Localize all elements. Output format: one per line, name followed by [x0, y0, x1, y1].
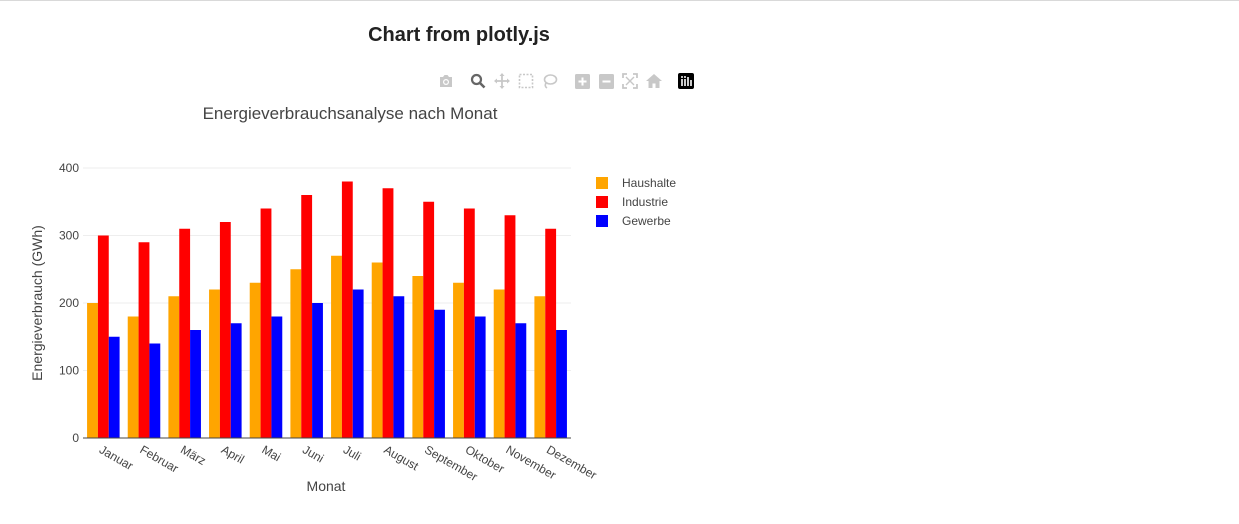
legend: Haushalte Industrie Gewerbe — [596, 176, 676, 228]
bar-industrie-4[interactable] — [219, 222, 231, 438]
grid-lines — [83, 167, 571, 371]
bar-haushalte-8[interactable] — [371, 262, 383, 439]
bar-haushalte-7[interactable] — [331, 255, 342, 438]
bar-industrie-1[interactable] — [97, 235, 109, 439]
legend-label[interactable]: Gewerbe — [622, 214, 671, 228]
box-select-icon[interactable] — [516, 71, 536, 91]
bar-industrie-6[interactable] — [301, 195, 313, 438]
y-tick-label: 200 — [59, 296, 79, 310]
bar-haushalte-12[interactable] — [534, 296, 546, 438]
top-divider — [0, 0, 1239, 1]
bar-gewerbe-10[interactable] — [474, 316, 486, 439]
y-tick-label: 400 — [59, 161, 79, 175]
bar-haushalte-9[interactable] — [412, 276, 424, 438]
bar-gewerbe-7[interactable] — [352, 289, 364, 439]
chart-title: Energieverbrauchsanalyse nach Monat — [203, 104, 498, 123]
legend-swatch[interactable] — [596, 177, 608, 189]
y-tick-label: 100 — [59, 364, 79, 378]
bar-haushalte-11[interactable] — [493, 289, 505, 439]
y-tick-label: 0 — [72, 431, 79, 445]
x-tick-label: Juli — [341, 442, 364, 463]
bar-industrie-12[interactable] — [545, 228, 557, 438]
x-tick-label: Januar — [97, 442, 136, 472]
bar-industrie-11[interactable] — [504, 215, 516, 438]
lasso-icon[interactable] — [540, 71, 560, 91]
x-tick-label: Juni — [300, 442, 326, 465]
x-tick-label: Februar — [138, 442, 181, 475]
bar-gewerbe-4[interactable] — [230, 323, 242, 438]
x-tick-label: März — [178, 442, 208, 467]
bar-gewerbe-9[interactable] — [434, 309, 445, 438]
bar-gewerbe-5[interactable] — [271, 316, 283, 439]
camera-icon[interactable] — [436, 71, 456, 91]
bar-haushalte-5[interactable] — [249, 282, 261, 438]
y-tick-labels: 0 100 200 300 400 — [59, 161, 79, 445]
bar-haushalte-10[interactable] — [453, 282, 464, 438]
home-icon[interactable] — [644, 71, 664, 91]
zoom-in-icon[interactable] — [572, 71, 592, 91]
legend-swatch[interactable] — [596, 196, 608, 208]
bar-haushalte-3[interactable] — [168, 296, 180, 438]
bar-gewerbe-8[interactable] — [393, 296, 405, 438]
bar-gewerbe-2[interactable] — [149, 343, 161, 439]
pan-icon[interactable] — [492, 71, 512, 91]
bar-industrie-3[interactable] — [179, 228, 191, 438]
bar-gewerbe-12[interactable] — [556, 330, 567, 438]
bar-industrie-5[interactable] — [260, 208, 272, 439]
bar-haushalte-4[interactable] — [209, 289, 220, 439]
bar-haushalte-2[interactable] — [127, 316, 139, 439]
bar-industrie-10[interactable] — [463, 208, 475, 439]
zoom-out-icon[interactable] — [596, 71, 616, 91]
bar-industrie-7[interactable] — [341, 181, 353, 439]
bar-industrie-2[interactable] — [138, 242, 150, 438]
bar-gewerbe-1[interactable] — [108, 336, 120, 438]
x-axis-title: Monat — [307, 478, 346, 494]
bars — [87, 181, 567, 439]
bar-gewerbe-3[interactable] — [190, 330, 201, 438]
bar-chart: Energieverbrauchsanalyse nach Monat 0 100… — [29, 104, 676, 494]
x-tick-label: August — [382, 442, 422, 473]
plotly-logo-icon[interactable] — [676, 71, 696, 91]
y-axis-title: Energieverbrauch (GWh) — [29, 225, 45, 381]
zoom-icon[interactable] — [468, 71, 488, 91]
bar-gewerbe-11[interactable] — [515, 323, 527, 438]
bar-industrie-9[interactable] — [423, 201, 435, 438]
bar-haushalte-6[interactable] — [290, 269, 302, 438]
bar-haushalte-1[interactable] — [87, 303, 98, 438]
bar-industrie-8[interactable] — [382, 188, 394, 438]
legend-swatch[interactable] — [596, 215, 608, 227]
bar-gewerbe-6[interactable] — [312, 303, 323, 438]
legend-label[interactable]: Industrie — [622, 195, 668, 209]
legend-label[interactable]: Haushalte — [622, 176, 676, 190]
x-tick-label: Mai — [260, 442, 284, 464]
page-title: Chart from plotly.js — [368, 24, 550, 46]
y-tick-label: 300 — [59, 229, 79, 243]
x-tick-label: April — [219, 442, 247, 466]
autoscale-icon[interactable] — [620, 71, 640, 91]
